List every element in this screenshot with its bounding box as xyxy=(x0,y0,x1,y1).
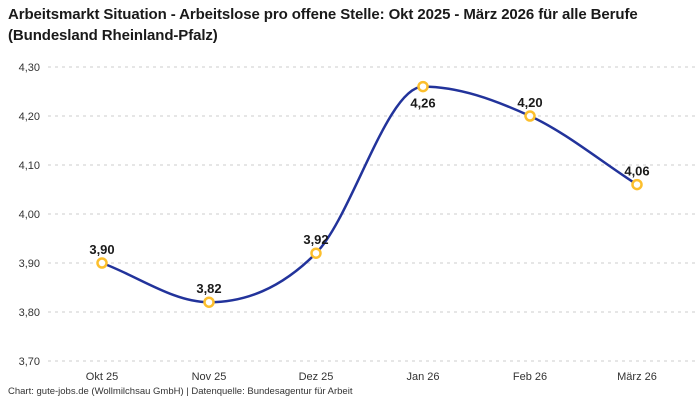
data-point-label: 4,26 xyxy=(410,96,435,111)
y-tick-label: 3,90 xyxy=(19,258,40,270)
chart-credit: Chart: gute-jobs.de (Wollmilchsau GmbH) … xyxy=(8,386,353,397)
data-point-marker[interactable] xyxy=(417,80,429,93)
data-point-label: 4,20 xyxy=(517,95,542,110)
x-tick-label: Feb 26 xyxy=(513,371,547,383)
x-tick-label: März 26 xyxy=(617,371,657,383)
data-point-label: 3,82 xyxy=(196,281,221,296)
data-point-marker[interactable] xyxy=(524,110,536,122)
x-tick-label: Dez 25 xyxy=(299,371,334,383)
data-point-label: 3,90 xyxy=(89,242,114,257)
chart-title: Arbeitsmarkt Situation - Arbeitslose pro… xyxy=(8,6,638,44)
y-tick-label: 4,00 xyxy=(19,209,40,221)
y-tick-label: 4,20 xyxy=(19,111,40,123)
data-point-label: 4,06 xyxy=(624,164,649,179)
data-point-marker[interactable] xyxy=(96,257,108,269)
x-tick-label: Jan 26 xyxy=(406,371,439,383)
data-point-marker[interactable] xyxy=(631,178,643,191)
data-point-marker[interactable] xyxy=(310,247,322,259)
x-tick-label: Okt 25 xyxy=(86,371,118,383)
y-tick-label: 3,80 xyxy=(19,307,40,319)
x-tick-label: Nov 25 xyxy=(192,371,227,383)
y-tick-label: 4,10 xyxy=(19,160,40,172)
data-point-label: 3,92 xyxy=(303,232,328,247)
y-tick-label: 3,70 xyxy=(19,356,40,368)
y-tick-label: 4,30 xyxy=(19,62,40,74)
data-point-marker[interactable] xyxy=(203,296,215,308)
line-chart-area: 3,70 3,80 3,90 4,00 4,10 4,20 4,30 Okt 25 Nov 25… xyxy=(19,62,697,383)
series-line xyxy=(100,85,639,304)
